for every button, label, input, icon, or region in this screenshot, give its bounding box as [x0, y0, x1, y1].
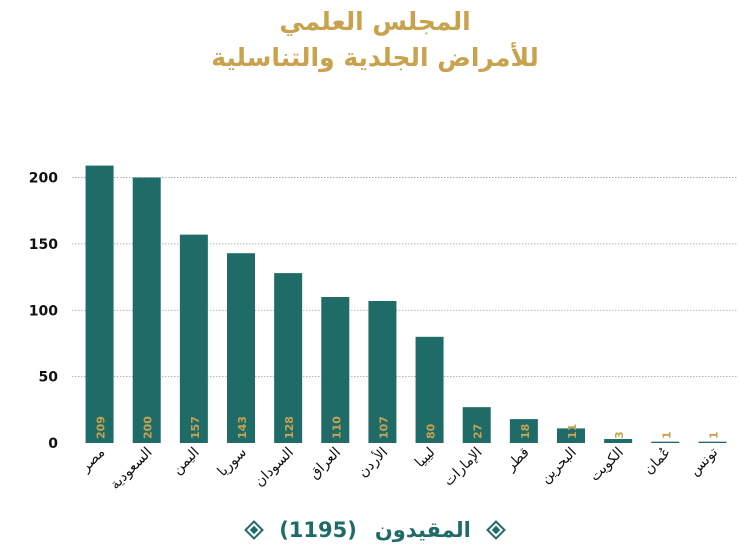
diamond-icon: [244, 520, 265, 540]
bar-value-label: 3: [613, 431, 626, 439]
bar: [415, 336, 444, 443]
bar: [179, 234, 208, 443]
x-tick-label: السعودية: [107, 445, 155, 493]
bar: [321, 297, 350, 443]
bar-chart: 0 50 100 150 200 209 مصر 200 السعودية 157 اليمن 143…: [29, 165, 738, 493]
bar: [509, 419, 538, 443]
bar: [368, 300, 397, 443]
x-tick-label: الكويت: [587, 445, 627, 485]
bar: [557, 428, 585, 443]
bar: [132, 177, 161, 443]
bar-value-label: 143: [236, 416, 249, 439]
x-tick-label: السودان: [252, 445, 297, 490]
chart-title-block: المجلس العلمي للأمراض الجلدية والتناسلية: [0, 4, 750, 76]
bar-value-label: 157: [189, 416, 202, 439]
bar-value-label: 209: [95, 416, 108, 439]
bar-value-label: 110: [330, 416, 343, 439]
y-tick-label: 100: [29, 303, 58, 319]
bar-value-label: 1: [707, 431, 720, 439]
bar: [651, 441, 680, 443]
x-tick-label: البحرين: [538, 445, 580, 487]
x-tick-label: العراق: [306, 445, 344, 483]
x-tick-label: تونس: [687, 444, 722, 479]
bar-value-label: 18: [519, 424, 532, 439]
diamond-icon: [485, 520, 506, 540]
y-tick-label: 150: [29, 237, 58, 253]
bar-value-label: 27: [472, 424, 485, 439]
bar: [85, 165, 114, 443]
x-tick-label: عُمان: [641, 445, 674, 478]
y-tick-label: 0: [48, 436, 58, 452]
bar-value-label: 1: [660, 431, 673, 439]
bar-value-label: 11: [566, 424, 579, 439]
x-tick-label: قطر: [502, 445, 532, 475]
x-tick-label: الأردن: [354, 443, 392, 481]
legend-label: المقيدون: [374, 518, 471, 542]
bar: [698, 441, 727, 443]
bar: [604, 439, 633, 443]
y-tick-label: 50: [39, 370, 59, 386]
x-tick-label: ليبيا: [412, 445, 438, 471]
bar-value-label: 128: [283, 416, 296, 439]
bar-value-label: 80: [425, 423, 438, 439]
bar-value-label: 200: [142, 416, 155, 439]
bar: [462, 407, 491, 443]
bar: [274, 273, 303, 443]
x-tick-label: اليمن: [169, 445, 202, 478]
x-tick-label: سوريا: [215, 445, 250, 480]
legend: (1195) المقيدون: [0, 512, 750, 548]
legend-total: (1195): [279, 518, 357, 542]
y-tick-label: 200: [29, 171, 58, 187]
bar-value-label: 107: [377, 416, 390, 439]
x-tick-label: الإمارات: [441, 445, 486, 490]
chart-title: المجلس العلمي: [279, 7, 471, 36]
chart-subtitle: للأمراض الجلدية والتناسلية: [211, 43, 539, 72]
x-tick-label: مصر: [77, 445, 108, 476]
bar: [227, 253, 255, 443]
